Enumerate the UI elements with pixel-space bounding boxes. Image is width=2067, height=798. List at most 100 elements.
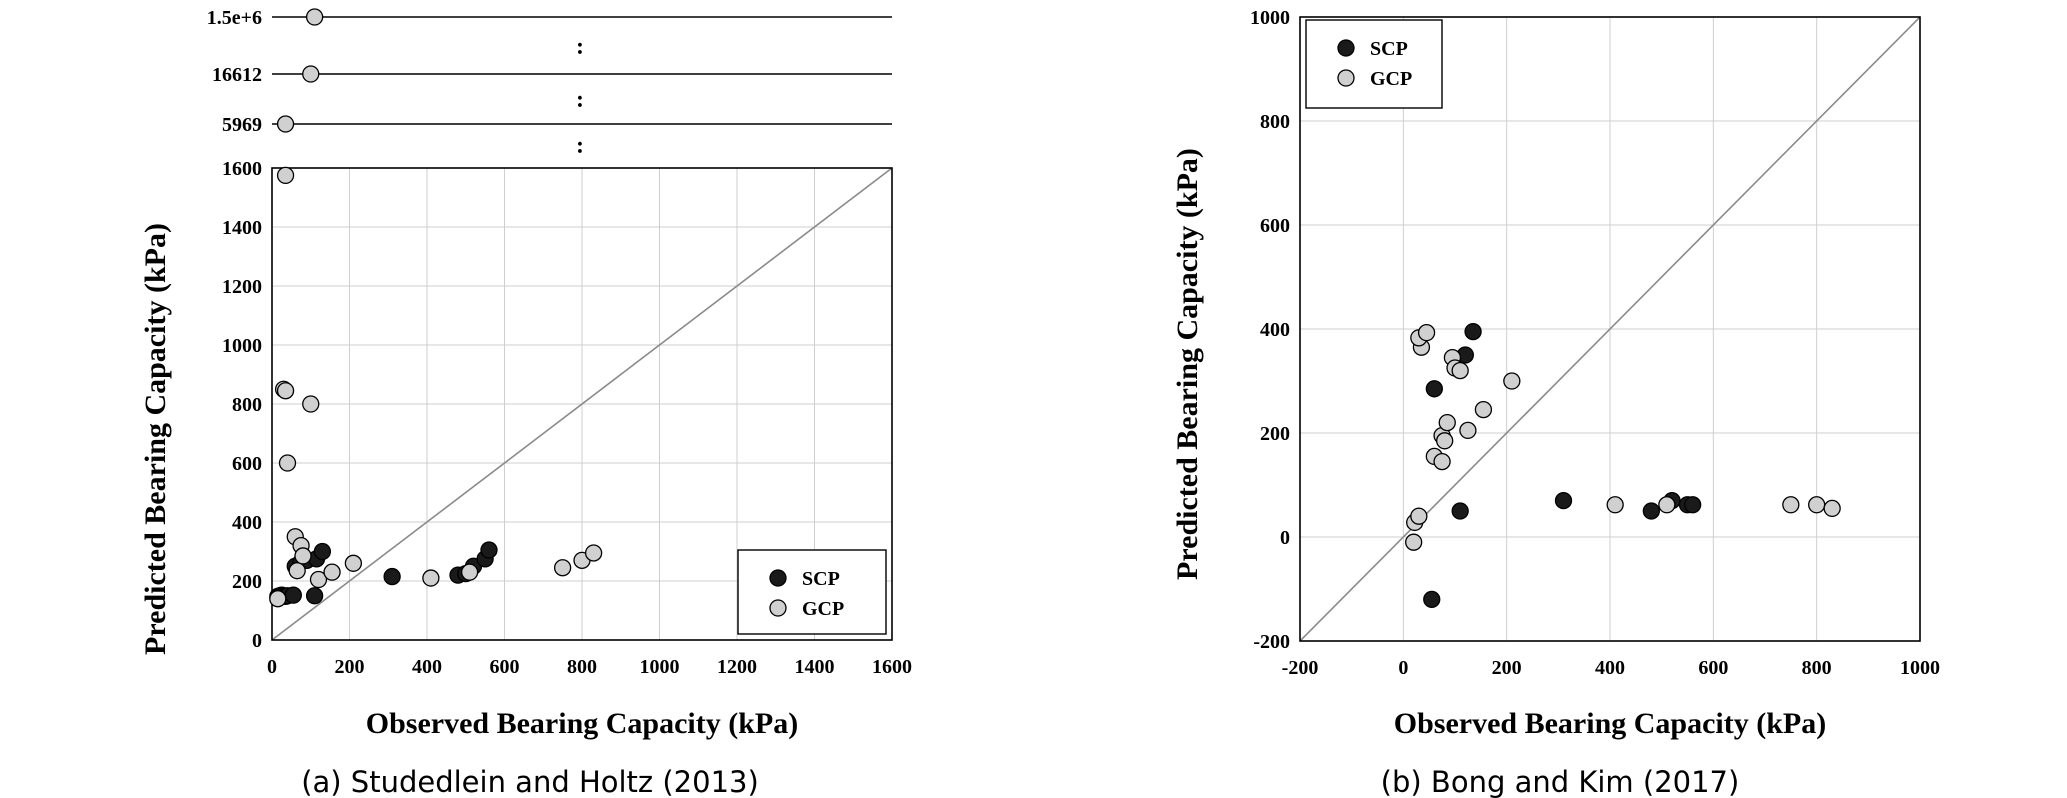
y-tick-label: 400: [232, 512, 262, 534]
point-gcp: [288, 562, 306, 580]
outlier-point-gcp: [305, 8, 324, 26]
point-gcp: [309, 570, 328, 589]
x-tick-label: 1000: [640, 656, 680, 678]
x-tick-label: -200: [1282, 657, 1319, 679]
point-scp: [284, 586, 302, 604]
outlier-tick-label: 1.5e+6: [207, 7, 262, 29]
axis-break-marker: :: [576, 87, 584, 113]
y-tick-label: 600: [232, 453, 262, 475]
x-tick-label: 0: [1398, 657, 1408, 679]
point-gcp: [1808, 496, 1826, 514]
y-tick-label: 0: [252, 630, 262, 652]
y-axis-label: Predicted Bearing Capacity (kPa): [139, 223, 172, 655]
outlier-tick-label: 16612: [212, 64, 262, 86]
point-scp: [313, 542, 332, 561]
legend-marker-scp: [769, 569, 787, 587]
x-tick-label: 1600: [872, 656, 912, 678]
point-scp: [305, 587, 324, 605]
point-scp: [1451, 502, 1469, 520]
y-tick-label: 1600: [222, 158, 262, 180]
point-gcp: [1658, 496, 1676, 514]
point-gcp: [1436, 432, 1454, 450]
y-tick-label: 800: [232, 394, 262, 416]
x-tick-labels: -200 0 200 400 600 800 1000: [1282, 657, 1940, 679]
y-tick-label: -200: [1253, 631, 1290, 653]
point-scp: [1642, 502, 1660, 520]
x-tick-label: 1000: [1900, 657, 1940, 679]
point-scp: [1464, 322, 1482, 341]
legend-box: [1305, 19, 1443, 109]
point-gcp: [1606, 496, 1624, 514]
y-tick-label: 1400: [222, 217, 262, 239]
axis-break-marker: :: [576, 34, 584, 60]
point-gcp: [1410, 507, 1428, 525]
legend-marker-gcp: [1337, 69, 1355, 87]
outlier-point-gcp: [302, 65, 320, 83]
x-tick-label: 200: [335, 656, 365, 678]
legend-label-gcp: GCP: [802, 598, 844, 620]
legend: SCP GCP: [737, 549, 887, 635]
x-axis-label: Observed Bearing Capacity (kPa): [1394, 707, 1826, 740]
point-scp: [1425, 380, 1443, 398]
legend-marker-gcp: [769, 599, 787, 617]
y-tick-label: 400: [1260, 319, 1290, 341]
x-tick-label: 400: [412, 656, 442, 678]
x-tick-label: 200: [1492, 657, 1522, 679]
chart-panel-a: 1.5e+6: 16612: 5969: 0 200 400 600 800 1000 1200…: [139, 7, 912, 798]
point-gcp: [302, 395, 320, 413]
legend-box: [737, 549, 887, 635]
y-tick-labels: -200 0 200 400 600 800 1000: [1250, 7, 1290, 653]
point-scp: [1554, 491, 1573, 510]
point-gcp: [278, 454, 297, 472]
one-to-one-line: [271, 167, 893, 641]
panel-caption: (b) Bong and Kim (2017): [1381, 765, 1740, 798]
y-tick-label: 1000: [1250, 7, 1290, 29]
point-gcp: [276, 382, 295, 400]
x-tick-label: 800: [1802, 657, 1832, 679]
y-tick-label: 1000: [222, 335, 262, 357]
point-gcp: [344, 554, 363, 572]
point-gcp: [1459, 421, 1477, 440]
point-scp: [1423, 590, 1441, 609]
point-scp: [480, 541, 498, 559]
data-points: [269, 166, 603, 608]
y-tick-label: 800: [1260, 111, 1290, 133]
y-tick-label: 200: [232, 571, 262, 593]
point-gcp: [584, 544, 603, 562]
point-gcp: [1438, 413, 1456, 432]
x-tick-label: 600: [1698, 657, 1728, 679]
point-gcp: [1433, 452, 1451, 471]
y-tick-label: 600: [1260, 215, 1290, 237]
point-scp: [1684, 496, 1702, 514]
x-tick-labels: 0 200 400 600 800 1000 1200 1400 1600: [267, 656, 912, 678]
point-gcp: [276, 166, 295, 185]
data-points: [1405, 322, 1841, 609]
plot-area-frame: [1299, 16, 1921, 642]
y-tick-label: 1200: [222, 276, 262, 298]
point-scp: [383, 567, 401, 586]
x-tick-label: 1200: [717, 656, 757, 678]
point-gcp: [553, 559, 572, 577]
point-gcp: [1405, 533, 1423, 551]
outlier-tick-label: 5969: [222, 114, 262, 136]
y-axis-label: Predicted Bearing Capacity (kPa): [1171, 148, 1204, 580]
point-gcp: [1451, 361, 1469, 380]
point-gcp: [460, 563, 479, 581]
point-gcp: [1823, 499, 1841, 518]
legend-label-gcp: GCP: [1370, 68, 1412, 90]
axis-break-marker: :: [576, 133, 584, 159]
x-tick-label: 0: [267, 656, 277, 678]
x-tick-label: 1400: [795, 656, 835, 678]
y-tick-label: 0: [1280, 527, 1290, 549]
point-gcp: [1474, 400, 1493, 419]
outlier-point-gcp: [276, 115, 295, 133]
x-tick-label: 400: [1595, 657, 1625, 679]
legend-label-scp: SCP: [802, 568, 840, 590]
plot-area-frame: [271, 167, 893, 641]
legend-label-scp: SCP: [1370, 38, 1408, 60]
point-gcp: [323, 563, 341, 581]
point-gcp: [1503, 372, 1521, 390]
x-tick-label: 600: [490, 656, 520, 678]
point-gcp: [1417, 323, 1436, 342]
point-gcp: [269, 590, 287, 608]
